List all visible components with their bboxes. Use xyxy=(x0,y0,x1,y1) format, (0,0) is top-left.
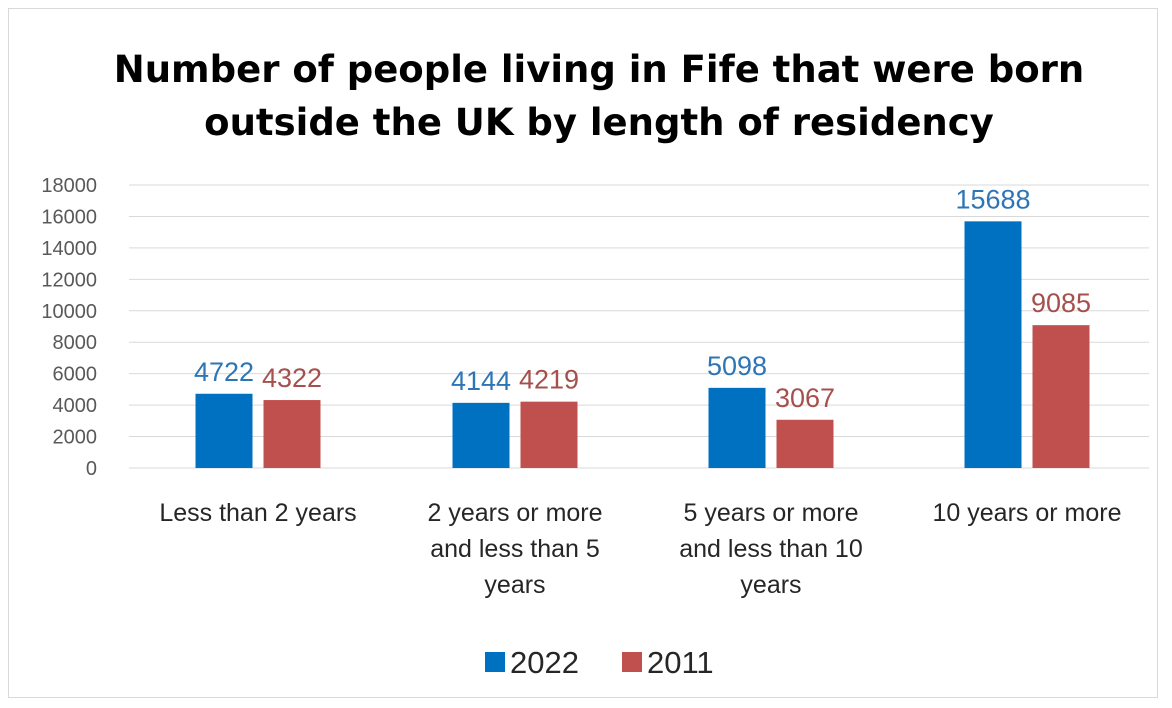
legend-swatch-2011 xyxy=(622,652,642,672)
data-label-2011-2: 3067 xyxy=(775,383,835,413)
legend-swatch-2022 xyxy=(485,652,505,672)
data-label-2011-1: 4219 xyxy=(519,365,579,395)
bar-2011-1 xyxy=(520,401,578,468)
y-tick-label: 10000 xyxy=(41,301,97,323)
bars xyxy=(195,221,1090,468)
y-tick-label: 16000 xyxy=(41,206,97,228)
bar-2022-3 xyxy=(964,221,1022,468)
y-tick-label: 8000 xyxy=(53,332,98,354)
y-axis-ticks: 0 2000 4000 6000 8000 10000 12000 14000 16000 180… xyxy=(41,175,97,480)
bar-2011-2 xyxy=(776,419,834,468)
bar-chart: Number of people living in Fife that wer… xyxy=(41,48,1149,680)
bar-2011-0 xyxy=(263,400,321,468)
legend-label-2022: 2022 xyxy=(510,645,579,680)
data-labels: 4722 4144 5098 15688 4322 4219 3067 9085 xyxy=(194,184,1091,412)
chart-title: Number of people living in Fife that wer… xyxy=(114,48,1084,144)
x-tick-label: 10 years or more xyxy=(933,499,1122,527)
data-label-2022-2: 5098 xyxy=(707,351,767,381)
x-tick-label: Less than 2 years xyxy=(159,499,356,527)
y-tick-label: 12000 xyxy=(41,269,97,291)
data-label-2022-1: 4144 xyxy=(451,366,511,396)
x-tick-label: 5 years or more xyxy=(683,499,858,527)
y-tick-label: 2000 xyxy=(53,427,98,449)
y-tick-label: 18000 xyxy=(41,175,97,197)
x-axis-ticks: Less than 2 years 2 years or more and less… xyxy=(159,499,1121,599)
legend: 2022 2011 xyxy=(485,645,714,680)
x-tick-label: years xyxy=(740,571,801,599)
bar-2011-3 xyxy=(1032,325,1090,468)
x-tick-label: and less than 10 xyxy=(679,535,862,563)
data-label-2022-0: 4722 xyxy=(194,357,254,387)
bar-2022-0 xyxy=(195,393,253,468)
x-tick-label: 2 years or more xyxy=(427,499,602,527)
y-tick-label: 4000 xyxy=(53,395,98,417)
bar-2022-1 xyxy=(452,402,510,468)
bar-2022-2 xyxy=(708,387,766,468)
y-tick-label: 0 xyxy=(86,458,97,480)
y-tick-label: 6000 xyxy=(53,364,98,386)
data-label-2011-3: 9085 xyxy=(1031,288,1091,318)
data-label-2022-3: 15688 xyxy=(955,184,1030,214)
x-tick-label: and less than 5 xyxy=(430,535,600,563)
chart-frame: Number of people living in Fife that wer… xyxy=(8,8,1158,698)
legend-label-2011: 2011 xyxy=(647,645,714,680)
x-tick-label: years xyxy=(484,571,545,599)
chart-title-line: outside the UK by length of residency xyxy=(204,101,994,144)
y-tick-label: 14000 xyxy=(41,238,97,260)
data-label-2011-0: 4322 xyxy=(262,363,322,393)
chart-title-line: Number of people living in Fife that wer… xyxy=(114,48,1084,91)
